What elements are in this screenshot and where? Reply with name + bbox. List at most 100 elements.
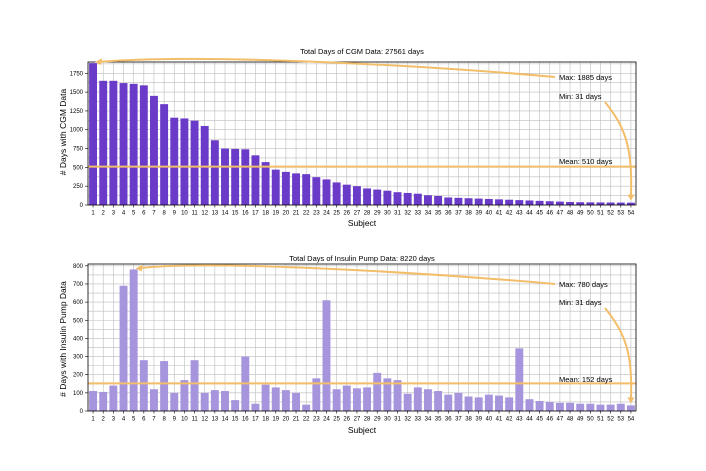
insulin-xtick-label: 38 [465, 417, 472, 423]
cgm-bar-38 [464, 198, 473, 205]
insulin-bar-32 [403, 393, 412, 411]
insulin-bar-38 [464, 396, 473, 411]
cgm-xtick-label: 20 [283, 211, 290, 217]
cgm-bar-53 [616, 202, 625, 205]
insulin-xtick-label: 36 [445, 417, 452, 423]
cgm-bar-44 [525, 200, 534, 205]
cgm-xtick-label: 13 [212, 211, 219, 217]
insulin-xtick-label: 9 [173, 417, 177, 423]
insulin-bar-8 [160, 361, 169, 411]
insulin-bar-1 [89, 391, 98, 411]
insulin-xtick-label: 14 [222, 417, 229, 423]
cgm-bar-41 [495, 199, 503, 205]
cgm-xtick-label: 38 [465, 211, 472, 217]
insulin-bar-10 [180, 380, 189, 411]
cgm-xtick-label: 9 [173, 211, 177, 217]
cgm-xtick-label: 21 [293, 211, 300, 217]
cgm-xtick-label: 5 [132, 211, 136, 217]
cgm-min-arrowhead [627, 194, 635, 201]
insulin-xtick-label: 30 [384, 417, 391, 423]
cgm-bar-18 [261, 162, 270, 205]
insulin-xtick-label: 11 [191, 417, 198, 423]
insulin-xtick-label: 24 [323, 417, 330, 423]
insulin-bar-15 [231, 400, 240, 411]
insulin-xtick-label: 34 [425, 417, 432, 423]
cgm-plot-frame [87, 61, 637, 206]
cgm-bar-42 [505, 199, 514, 205]
cgm-bar-54 [626, 202, 635, 205]
insulin-xtick-label: 13 [212, 417, 219, 423]
cgm-xtick-label: 15 [232, 211, 239, 217]
insulin-xtick-label: 5 [132, 417, 136, 423]
insulin-bar-50 [586, 403, 595, 411]
insulin-bar-24 [322, 300, 331, 411]
insulin-mean-annotation: Mean: 152 days [559, 375, 613, 384]
insulin-min-arrow [604, 307, 633, 400]
cgm-ytick-label: 1750 [70, 71, 84, 77]
cgm-bar-15 [231, 148, 240, 205]
insulin-xtick-label: 28 [364, 417, 371, 423]
insulin-xtick-label: 48 [567, 417, 574, 423]
insulin-xtick-label: 33 [414, 417, 421, 423]
insulin-bar-49 [576, 403, 585, 411]
insulin-xtick-label: 23 [313, 417, 320, 423]
insulin-ytick-label: 400 [73, 336, 84, 342]
insulin-bar-43 [515, 348, 524, 411]
insulin-ytick-label: 200 [73, 373, 84, 379]
cgm-max-arrowhead [95, 58, 103, 66]
cgm-xtick-label: 46 [546, 211, 553, 217]
insulin-bar-34 [424, 389, 432, 411]
insulin-bar-12 [200, 392, 209, 411]
insulin-xtick-label: 15 [232, 417, 239, 423]
cgm-bar-27 [352, 186, 361, 205]
insulin-bar-51 [596, 404, 605, 411]
insulin-bar-54 [626, 405, 635, 411]
cgm-plot-area [88, 62, 636, 205]
cgm-xtick-label: 18 [262, 211, 269, 217]
cgm-y-axis-label: # Days with CGM Data [58, 89, 68, 176]
cgm-xtick-label: 22 [303, 211, 310, 217]
insulin-xtick-label: 47 [557, 417, 564, 423]
cgm-bar-6 [139, 85, 148, 205]
cgm-bar-35 [434, 195, 443, 205]
cgm-xtick-label: 17 [252, 211, 259, 217]
cgm-bar-49 [576, 202, 585, 205]
cgm-xtick-label: 47 [557, 211, 564, 217]
cgm-xtick-label: 35 [435, 211, 442, 217]
cgm-xtick-label: 39 [475, 211, 482, 217]
insulin-xtick-label: 1 [91, 417, 95, 423]
insulin-xtick-label: 40 [486, 417, 493, 423]
cgm-xtick-label: 32 [404, 211, 411, 217]
insulin-xtick-label: 51 [597, 417, 604, 423]
insulin-xtick-label: 17 [252, 417, 259, 423]
cgm-bar-47 [555, 201, 564, 205]
cgm-bar-21 [292, 173, 300, 205]
insulin-bar-13 [210, 390, 219, 411]
insulin-xtick-label: 3 [112, 417, 116, 423]
insulin-chart-title: Total Days of Insulin Pump Data: 8220 da… [289, 254, 435, 263]
insulin-xtick-label: 7 [152, 417, 156, 423]
insulin-bar-27 [352, 388, 361, 411]
insulin-bar-14 [221, 391, 229, 411]
cgm-xtick-label: 34 [425, 211, 432, 217]
cgm-bar-10 [180, 118, 189, 205]
insulin-xtick-label: 50 [587, 417, 594, 423]
cgm-bar-39 [474, 198, 483, 205]
insulin-max-annotation: Max: 780 days [559, 280, 608, 289]
insulin-bar-17 [251, 403, 260, 411]
insulin-xtick-label: 54 [628, 417, 635, 423]
cgm-bar-34 [424, 195, 432, 205]
insulin-xtick-label: 10 [181, 417, 188, 423]
cgm-bar-24 [322, 179, 331, 205]
cgm-ytick-label: 0 [80, 203, 84, 209]
cgm-xtick-label: 49 [577, 211, 584, 217]
cgm-xtick-label: 4 [122, 211, 126, 217]
insulin-xtick-label: 22 [303, 417, 310, 423]
cgm-ytick-label: 1500 [70, 90, 84, 96]
cgm-ytick-label: 750 [73, 147, 84, 153]
cgm-bar-36 [444, 197, 453, 205]
insulin-bar-33 [413, 387, 422, 411]
insulin-min-arrowhead [627, 397, 635, 404]
